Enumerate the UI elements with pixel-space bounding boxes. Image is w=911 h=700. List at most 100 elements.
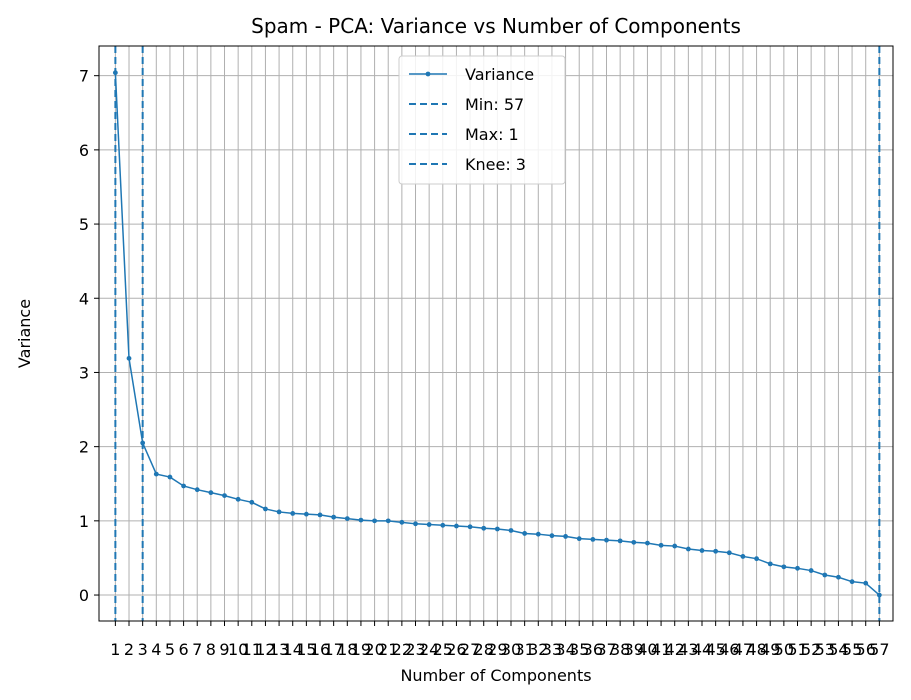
y-tick-label: 6 [79, 141, 89, 160]
data-point [126, 355, 132, 361]
data-point [795, 565, 800, 571]
data-point [112, 70, 118, 76]
x-tick-label: 42 [665, 640, 685, 659]
x-tick-label: 44 [692, 640, 712, 659]
data-point [754, 556, 759, 562]
data-point [713, 548, 719, 554]
x-tick-label: 5 [165, 640, 175, 659]
data-point [767, 561, 773, 567]
x-tick-label: 17 [323, 640, 343, 659]
x-tick-label: 18 [337, 640, 357, 659]
data-point [399, 519, 405, 525]
x-tick-label: 19 [351, 640, 371, 659]
data-point [290, 511, 296, 516]
x-tick-label: 37 [596, 640, 616, 659]
plot-frame [98, 45, 894, 622]
data-point [726, 550, 732, 556]
x-tick-label: 55 [842, 640, 862, 659]
data-point [344, 516, 350, 522]
x-tick-label: 15 [296, 640, 316, 659]
x-tick-label: 26 [446, 640, 466, 659]
chart-title: Spam - PCA: Variance vs Number of Compon… [251, 14, 741, 38]
legend-box [398, 55, 566, 185]
x-tick-label: 41 [651, 640, 671, 659]
data-point [617, 538, 623, 544]
x-axis: 1 2 3 4 5 6 7 8 91011121314151617181920212223242… [110, 621, 890, 659]
x-tick-label: 22 [392, 640, 412, 659]
x-tick-label: 54 [828, 640, 848, 659]
x-tick-label: 46 [719, 640, 739, 659]
x-tick-label: 11 [242, 640, 262, 659]
y-tick-label: 0 [79, 586, 89, 605]
x-tick-label: 38 [610, 640, 630, 659]
data-point [276, 509, 282, 515]
y-tick-label: 3 [79, 363, 89, 382]
x-tick-label: 10 [228, 640, 248, 659]
x-tick-label: 3 [138, 640, 148, 659]
x-tick-label: 33 [542, 640, 562, 659]
x-tick-label: 1 [110, 640, 120, 659]
x-tick-label: 45 [705, 640, 725, 659]
data-point [235, 496, 241, 502]
x-tick-label: 7 [192, 640, 202, 659]
x-tick-label: 49 [760, 640, 780, 659]
data-point [672, 543, 678, 549]
x-tick-label: 8 [206, 640, 216, 659]
x-tick-label: 36 [583, 640, 603, 659]
data-point [658, 542, 664, 548]
data-point [590, 536, 596, 542]
x-axis-label: Number of Components [400, 666, 591, 685]
x-tick-label: 29 [487, 640, 507, 659]
x-tick-label: 31 [514, 640, 534, 659]
data-point [781, 564, 787, 570]
data-point [413, 521, 418, 527]
x-tick-label: 24 [419, 640, 439, 659]
x-tick-label: 32 [528, 640, 548, 659]
data-point [576, 536, 582, 542]
data-point [385, 518, 391, 524]
data-point [426, 522, 432, 527]
x-tick-label: 21 [378, 640, 398, 659]
x-tick-label: 13 [269, 640, 289, 659]
x-tick-label: 39 [624, 640, 644, 659]
data-point [140, 440, 146, 446]
data-point [535, 531, 541, 537]
legend-label: Knee: 3 [465, 155, 526, 174]
x-tick-label: 53 [815, 640, 835, 659]
data-point [808, 568, 814, 573]
x-tick-label: 35 [569, 640, 589, 659]
x-tick-label: 34 [555, 640, 575, 659]
x-tick-label: 23 [405, 640, 425, 659]
data-point [153, 471, 159, 477]
data-point [740, 554, 746, 559]
data-point [481, 525, 487, 531]
data-point [440, 522, 446, 528]
data-point [372, 518, 377, 524]
legend-label: Variance [465, 65, 534, 84]
data-point [181, 483, 186, 489]
data-point [331, 514, 337, 520]
legend-label: Min: 57 [465, 95, 524, 114]
x-tick-label: 28 [474, 640, 494, 659]
x-tick-label: 57 [869, 640, 889, 659]
data-point [222, 493, 227, 499]
x-tick-label: 50 [774, 640, 794, 659]
y-tick-label: 1 [79, 512, 89, 531]
x-tick-label: 25 [433, 640, 453, 659]
x-tick-label: 2 [124, 640, 134, 659]
x-tick-label: 4 [151, 640, 161, 659]
x-tick-label: 20 [364, 640, 384, 659]
legend: Variance Min: 57 Max: 1 Knee: 3 [398, 55, 566, 185]
x-tick-label: 40 [637, 640, 657, 659]
data-point [699, 548, 705, 553]
x-tick-label: 9 [219, 640, 229, 659]
data-point [303, 511, 309, 517]
data-point [645, 540, 650, 546]
y-axis: 0 1 2 3 4 5 6 7 [79, 67, 99, 605]
x-tick-label: 16 [310, 640, 330, 659]
data-point [249, 499, 255, 505]
data-point [604, 537, 609, 543]
data-point [467, 524, 473, 530]
series-layer [112, 70, 882, 598]
